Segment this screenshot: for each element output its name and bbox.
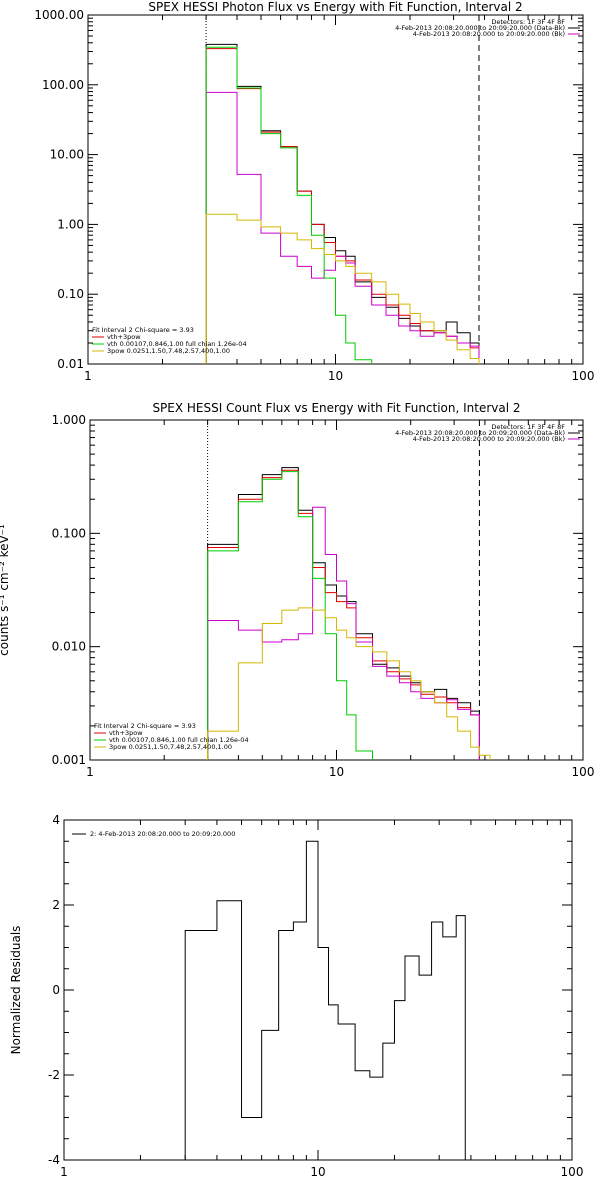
series-group bbox=[207, 467, 499, 760]
y-tick-label: 100.00 bbox=[42, 78, 84, 92]
legend-text: vth+3pow bbox=[109, 729, 143, 737]
series-line bbox=[205, 46, 387, 364]
y-tick-label: 0.10 bbox=[57, 287, 84, 301]
legend-text: 3pow 0.0251,1.50,7.48,2.57,400,1.00 bbox=[109, 743, 232, 751]
y-tick-label: 1000.00 bbox=[34, 8, 84, 22]
count-flux-chart: SPEX HESSI Count Flux vs Energy with Fit… bbox=[0, 401, 594, 779]
x-tick-label: 1 bbox=[60, 1165, 68, 1179]
x-tick-label: 1 bbox=[84, 369, 92, 383]
series-line bbox=[205, 91, 480, 364]
x-tick-label: 10 bbox=[329, 765, 344, 779]
y-tick-label: 2 bbox=[52, 898, 60, 912]
chart-title: SPEX HESSI Photon Flux vs Energy with Fi… bbox=[148, 0, 522, 14]
x-tick-label: 1 bbox=[86, 765, 94, 779]
series-line bbox=[207, 469, 480, 760]
x-tick-label: 10 bbox=[310, 1165, 325, 1179]
y-tick-label: -2 bbox=[48, 1068, 60, 1082]
x-tick-label: 100 bbox=[572, 765, 595, 779]
x-tick-label: 100 bbox=[572, 369, 595, 383]
y-tick-label: 0.001 bbox=[52, 753, 86, 767]
legend-text: 4-Feb-2013 20:08:20.000 to 20:09:20.000 … bbox=[413, 30, 565, 38]
y-tick-label: -4 bbox=[48, 1153, 60, 1167]
legend-text: 4-Feb-2013 20:08:20.000 to 20:09:20.000 … bbox=[413, 435, 565, 443]
legend-text: 4-Feb-2013 20:08:20.000 to 20:09:20.000 … bbox=[395, 24, 565, 32]
series-line bbox=[205, 213, 480, 364]
series-group bbox=[205, 43, 480, 364]
series-line bbox=[207, 467, 480, 760]
residuals-chart: 1 10 100 -4 -2 0 2 4 Normalized Residuals 2: 4-Fe… bbox=[9, 813, 583, 1179]
series-line bbox=[207, 607, 499, 760]
legend-text: vth 0.00107,0.846,1.00 full chian 1.26e-… bbox=[109, 736, 249, 744]
series-line bbox=[207, 471, 374, 760]
y-tick-label: 0.01 bbox=[57, 357, 84, 371]
y-axis-label: Normalized Residuals bbox=[9, 926, 23, 1055]
series-group bbox=[184, 840, 466, 1160]
legend-text: vth 0.00107,0.846,1.00 full chian 1.26e-… bbox=[107, 340, 247, 348]
legend-text: Fit Interval 2 Chi-square = 3.93 bbox=[92, 326, 194, 334]
y-axis-label: counts s⁻¹ cm⁻² keV⁻¹ bbox=[0, 524, 11, 656]
legend-text: Detectors: 1F 3F 4F 8F bbox=[491, 423, 565, 431]
y-tick-label: 0.100 bbox=[52, 526, 86, 540]
y-tick-label: 0.010 bbox=[52, 640, 86, 654]
series-line bbox=[184, 840, 466, 1160]
y-tick-label: 1.000 bbox=[52, 413, 86, 427]
series-line bbox=[207, 506, 480, 760]
legend-text: 2: 4-Feb-2013 20:08:20.000 to 20:09:20.0… bbox=[90, 830, 235, 838]
y-tick-label: 10.00 bbox=[50, 148, 84, 162]
y-tick-label: 1.00 bbox=[57, 217, 84, 231]
legend-text: 4-Feb-2013 20:08:20.000 to 20:09:20.000 … bbox=[395, 429, 565, 437]
legend-text: Fit Interval 2 Chi-square = 3.93 bbox=[94, 722, 196, 730]
x-tick-label: 100 bbox=[561, 1165, 584, 1179]
photon-flux-chart: SPEX HESSI Photon Flux vs Energy with Fi… bbox=[34, 0, 594, 383]
series-line bbox=[205, 48, 480, 364]
y-tick-label: 0 bbox=[52, 983, 60, 997]
series-line bbox=[205, 43, 480, 364]
legend-text: Detectors: 1F 3F 4F 8F bbox=[491, 18, 565, 26]
legend-text: 3pow 0.0251,1.50,7.48,2.57,400,1.00 bbox=[107, 347, 230, 355]
y-tick-label: 4 bbox=[52, 813, 60, 827]
legend-text: vth+3pow bbox=[107, 333, 141, 341]
chart-title: SPEX HESSI Count Flux vs Energy with Fit… bbox=[152, 401, 520, 415]
x-tick-label: 10 bbox=[328, 369, 343, 383]
